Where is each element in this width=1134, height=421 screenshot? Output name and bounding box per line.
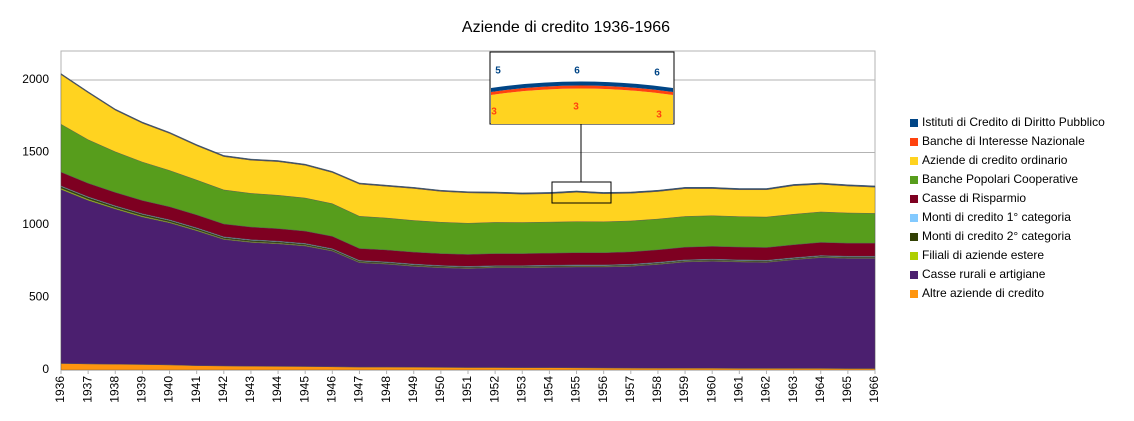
x-tick-label: 1960 [704,376,718,403]
plot-area [60,50,876,374]
x-tick-label: 1955 [569,376,583,403]
x-tick-label: 1947 [352,376,366,403]
x-tick-label: 1940 [162,376,176,403]
x-tick-label: 1946 [325,376,339,403]
x-tick-label: 1945 [297,376,311,403]
chart-title: Aziende di credito 1936-1966 [462,19,670,36]
zoom-box [551,181,612,204]
x-tick-label: 1937 [80,376,94,403]
y-tick-label: 2000 [22,72,49,86]
legend-swatch [910,271,918,279]
legend-label: Casse rurali e artigiane [922,267,1046,281]
inset-area [491,88,673,124]
legend-label: Casse di Risparmio [922,191,1026,205]
x-tick-label: 1948 [379,376,393,403]
x-tick-label: 1936 [53,376,67,403]
legend-swatch [910,214,918,222]
x-tick-label: 1951 [460,376,474,403]
x-tick-label: 1961 [732,376,746,403]
legend-swatch [910,195,918,203]
area [60,73,876,194]
legend-label: Monti di credito 2° categoria [922,229,1071,243]
legend-label: Monti di credito 1° categoria [922,210,1071,224]
legend-label: Aziende di credito ordinario [922,153,1068,167]
inset-label: 3 [491,107,497,118]
legend-label: Altre aziende di credito [922,286,1044,300]
inset-label: 3 [656,110,662,121]
y-tick-label: 1500 [22,145,49,159]
inset-label: 5 [495,66,501,77]
x-tick-label: 1943 [243,376,257,403]
legend-swatch [910,157,918,165]
x-tick-label: 1938 [107,376,121,403]
x-tick-label: 1952 [487,376,501,403]
legend-swatch [910,290,918,298]
x-tick-label: 1956 [596,376,610,403]
legend-swatch [910,252,918,260]
inset-area [491,85,673,95]
x-tick-label: 1964 [813,376,827,403]
x-tick-label: 1957 [623,376,637,403]
y-tick-label: 0 [42,362,49,376]
x-tick-label: 1962 [759,376,773,403]
inset: 5 6 6 3 3 3 [489,51,675,204]
x-tick-label: 1963 [786,376,800,403]
y-tick-label: 500 [29,290,49,304]
legend-swatch [910,176,918,184]
x-tick-label: 1958 [650,376,664,403]
x-tick-label: 1939 [135,376,149,403]
inset-label: 3 [573,102,579,113]
x-tick-label: 1950 [433,376,447,403]
legend-label: Filiali di aziende estere [922,248,1044,262]
inset-label: 6 [574,66,580,77]
inset-label: 6 [654,68,660,79]
x-tick-label: 1953 [514,376,528,403]
x-tick-label: 1944 [270,376,284,403]
legend-label: Banche di Interesse Nazionale [922,134,1085,148]
x-tick-label: 1954 [542,376,556,403]
legend-swatch [910,233,918,241]
x-tick-label: 1949 [406,376,420,403]
x-tick-label: 1966 [867,376,881,403]
y-tick-label: 1000 [22,217,49,231]
legend-label: Istituti di Credito di Diritto Pubblico [922,115,1105,129]
x-tick-label: 1959 [677,376,691,403]
x-tick-label: 1941 [189,376,203,403]
x-tick-label: 1942 [216,376,230,403]
x-tick-label: 1965 [840,376,854,403]
legend-label: Banche Popolari Cooperative [922,172,1078,186]
legend-swatch [910,119,918,127]
legend-swatch [910,138,918,146]
inset-area [491,81,673,92]
